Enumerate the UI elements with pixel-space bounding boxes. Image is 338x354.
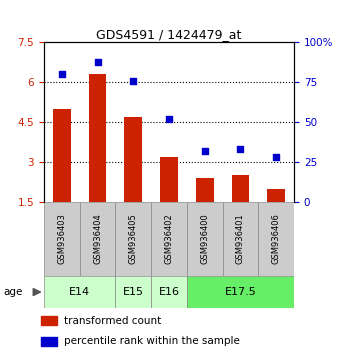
Text: transformed count: transformed count xyxy=(64,316,162,326)
Text: percentile rank within the sample: percentile rank within the sample xyxy=(64,336,240,346)
Bar xyxy=(44,276,115,308)
Bar xyxy=(115,276,151,308)
Point xyxy=(95,59,100,64)
Text: GSM936400: GSM936400 xyxy=(200,213,209,264)
Text: GSM936403: GSM936403 xyxy=(57,213,66,264)
Bar xyxy=(187,276,294,308)
Bar xyxy=(41,316,57,325)
Bar xyxy=(267,188,285,241)
Text: GSM936406: GSM936406 xyxy=(272,213,281,264)
Text: E15: E15 xyxy=(123,287,144,297)
Bar xyxy=(115,202,151,276)
Point xyxy=(130,78,136,84)
Text: age: age xyxy=(3,287,23,297)
Point xyxy=(238,147,243,152)
Text: E14: E14 xyxy=(69,287,90,297)
Point xyxy=(166,116,172,122)
Bar xyxy=(223,202,258,276)
Bar xyxy=(53,109,71,241)
Bar xyxy=(151,276,187,308)
Bar xyxy=(41,337,57,346)
Title: GDS4591 / 1424479_at: GDS4591 / 1424479_at xyxy=(96,28,242,41)
Bar xyxy=(89,74,106,241)
Bar xyxy=(187,202,223,276)
Bar xyxy=(160,156,178,241)
Bar xyxy=(232,175,249,241)
Text: GSM936404: GSM936404 xyxy=(93,213,102,264)
Bar xyxy=(151,202,187,276)
Point xyxy=(59,72,65,77)
Bar xyxy=(44,202,80,276)
Text: GSM936402: GSM936402 xyxy=(165,213,173,264)
Bar xyxy=(258,202,294,276)
Text: E16: E16 xyxy=(159,287,179,297)
Bar xyxy=(80,202,115,276)
Bar xyxy=(196,178,214,241)
Point xyxy=(202,148,208,154)
Point xyxy=(273,154,279,160)
Text: GSM936405: GSM936405 xyxy=(129,213,138,264)
Bar xyxy=(124,117,142,241)
Text: GSM936401: GSM936401 xyxy=(236,213,245,264)
Text: E17.5: E17.5 xyxy=(224,287,256,297)
